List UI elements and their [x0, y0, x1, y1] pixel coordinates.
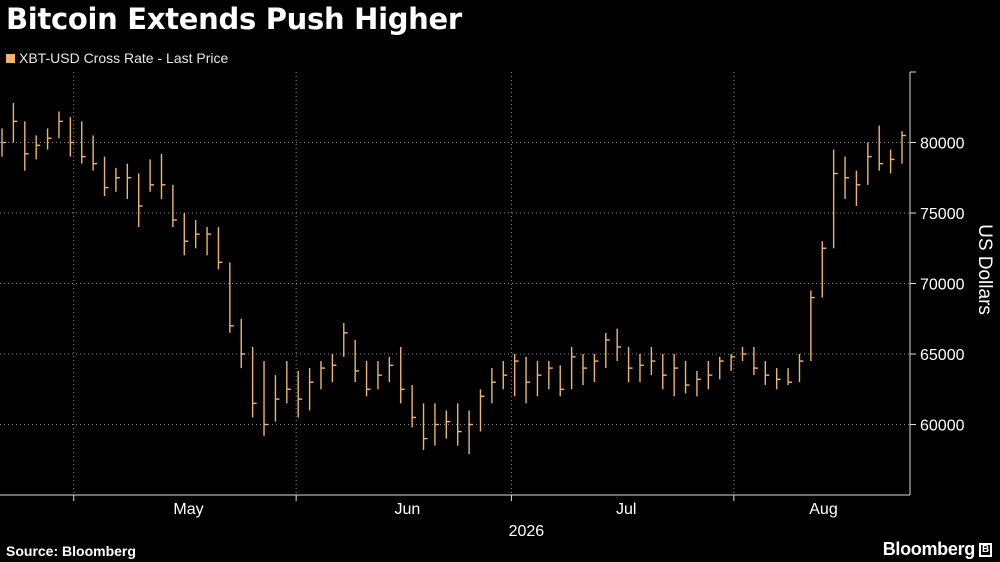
chart-title: Bitcoin Extends Push Higher [6, 2, 462, 36]
bloomberg-icon: B [979, 542, 992, 557]
x-tick-label: May [173, 501, 203, 518]
legend-swatch [6, 53, 15, 63]
y-axis-label: US Dollars [974, 224, 995, 315]
y-tick-label: 65000 [920, 347, 965, 364]
x-year-label: 2026 [509, 523, 545, 540]
x-tick-label: Jul [616, 501, 636, 518]
y-tick-label: 75000 [920, 206, 965, 223]
legend-label: XBT-USD Cross Rate - Last Price [19, 50, 229, 66]
y-tick-label: 70000 [920, 277, 965, 294]
source-note: Source: Bloomberg [6, 543, 136, 559]
x-tick-label: Aug [809, 501, 837, 518]
brand-logo: Bloomberg B [883, 539, 992, 560]
y-tick-label: 80000 [920, 136, 965, 153]
y-tick-label: 60000 [920, 418, 965, 435]
legend: XBT-USD Cross Rate - Last Price [6, 50, 228, 66]
brand-name: Bloomberg [882, 539, 976, 559]
x-tick-label: Jun [394, 501, 420, 518]
